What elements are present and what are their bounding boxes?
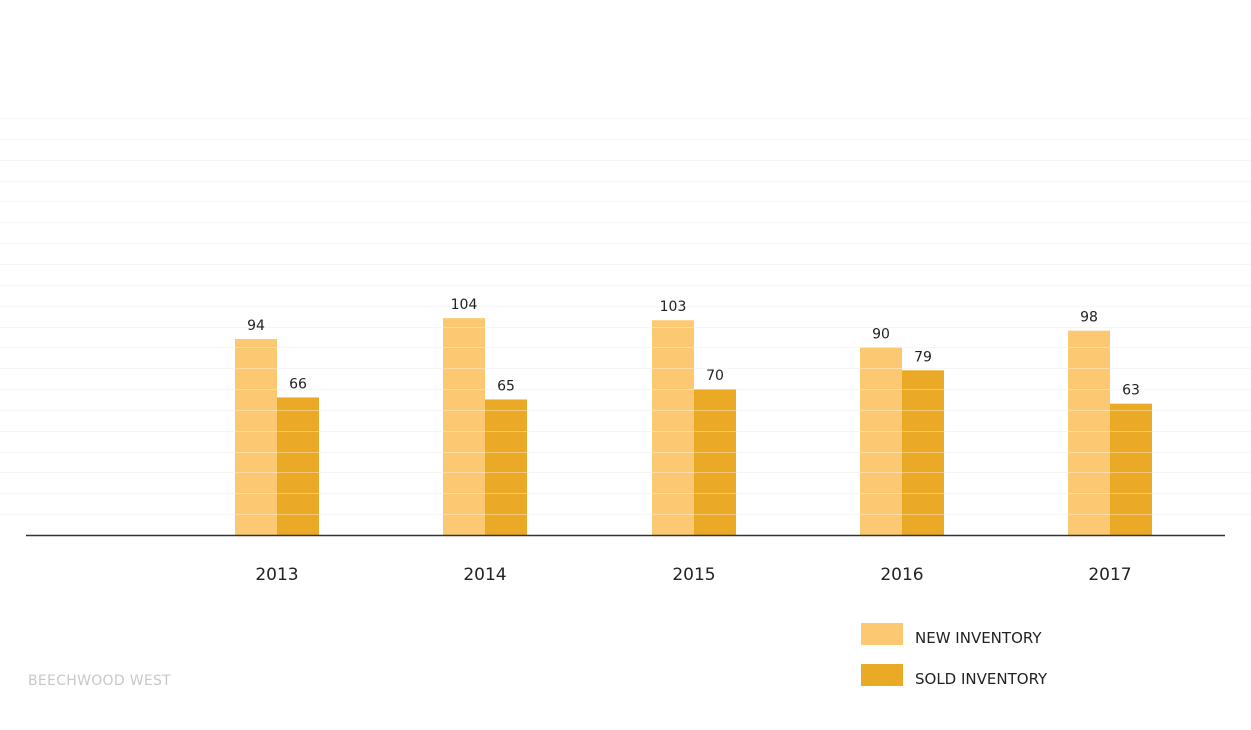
bar-new-inventory-2013 — [235, 339, 277, 535]
bar-sold-inventory-2015 — [694, 389, 736, 535]
data-label-new-2013: 94 — [247, 318, 265, 334]
legend: NEW INVENTORY SOLD INVENTORY — [861, 623, 1048, 688]
data-label-sold-2014: 65 — [497, 378, 515, 394]
x-tick-label-2013: 2013 — [255, 565, 298, 585]
data-label-sold-2016: 79 — [914, 349, 932, 365]
bar-sold-inventory-2016 — [902, 370, 944, 535]
data-label-sold-2015: 70 — [706, 368, 724, 384]
x-tick-label-2014: 2014 — [463, 565, 506, 585]
data-label-sold-2013: 66 — [289, 376, 307, 392]
bars-group — [0, 118, 1251, 535]
data-label-new-2014: 104 — [451, 297, 478, 313]
data-labels-group: 94 66 104 65 103 70 90 79 98 63 — [247, 297, 1140, 398]
x-tick-label-2016: 2016 — [880, 565, 923, 585]
legend-label-new-inventory: NEW INVENTORY — [915, 629, 1042, 647]
legend-swatch-new-inventory — [861, 623, 903, 645]
data-label-new-2017: 98 — [1080, 310, 1098, 326]
legend-swatch-sold-inventory — [861, 664, 903, 686]
x-tick-label-2015: 2015 — [672, 565, 715, 585]
data-label-new-2015: 103 — [660, 299, 687, 315]
legend-label-sold-inventory: SOLD INVENTORY — [915, 670, 1048, 688]
bar-new-inventory-2016 — [860, 347, 902, 535]
bar-new-inventory-2015 — [652, 320, 694, 535]
footer-brand: BEECHWOOD WEST — [28, 673, 171, 689]
x-axis-tick-labels: 2013 2014 2015 2016 2017 — [255, 565, 1131, 585]
x-tick-label-2017: 2017 — [1088, 565, 1131, 585]
data-label-sold-2017: 63 — [1122, 383, 1140, 399]
bar-new-inventory-2017 — [1068, 330, 1110, 535]
bar-new-inventory-2014 — [443, 318, 485, 535]
bar-sold-inventory-2013 — [277, 397, 319, 535]
gridlines — [0, 118, 1251, 515]
data-label-new-2016: 90 — [872, 326, 890, 342]
bar-sold-inventory-2014 — [485, 399, 527, 535]
bar-sold-inventory-2017 — [1110, 403, 1152, 535]
